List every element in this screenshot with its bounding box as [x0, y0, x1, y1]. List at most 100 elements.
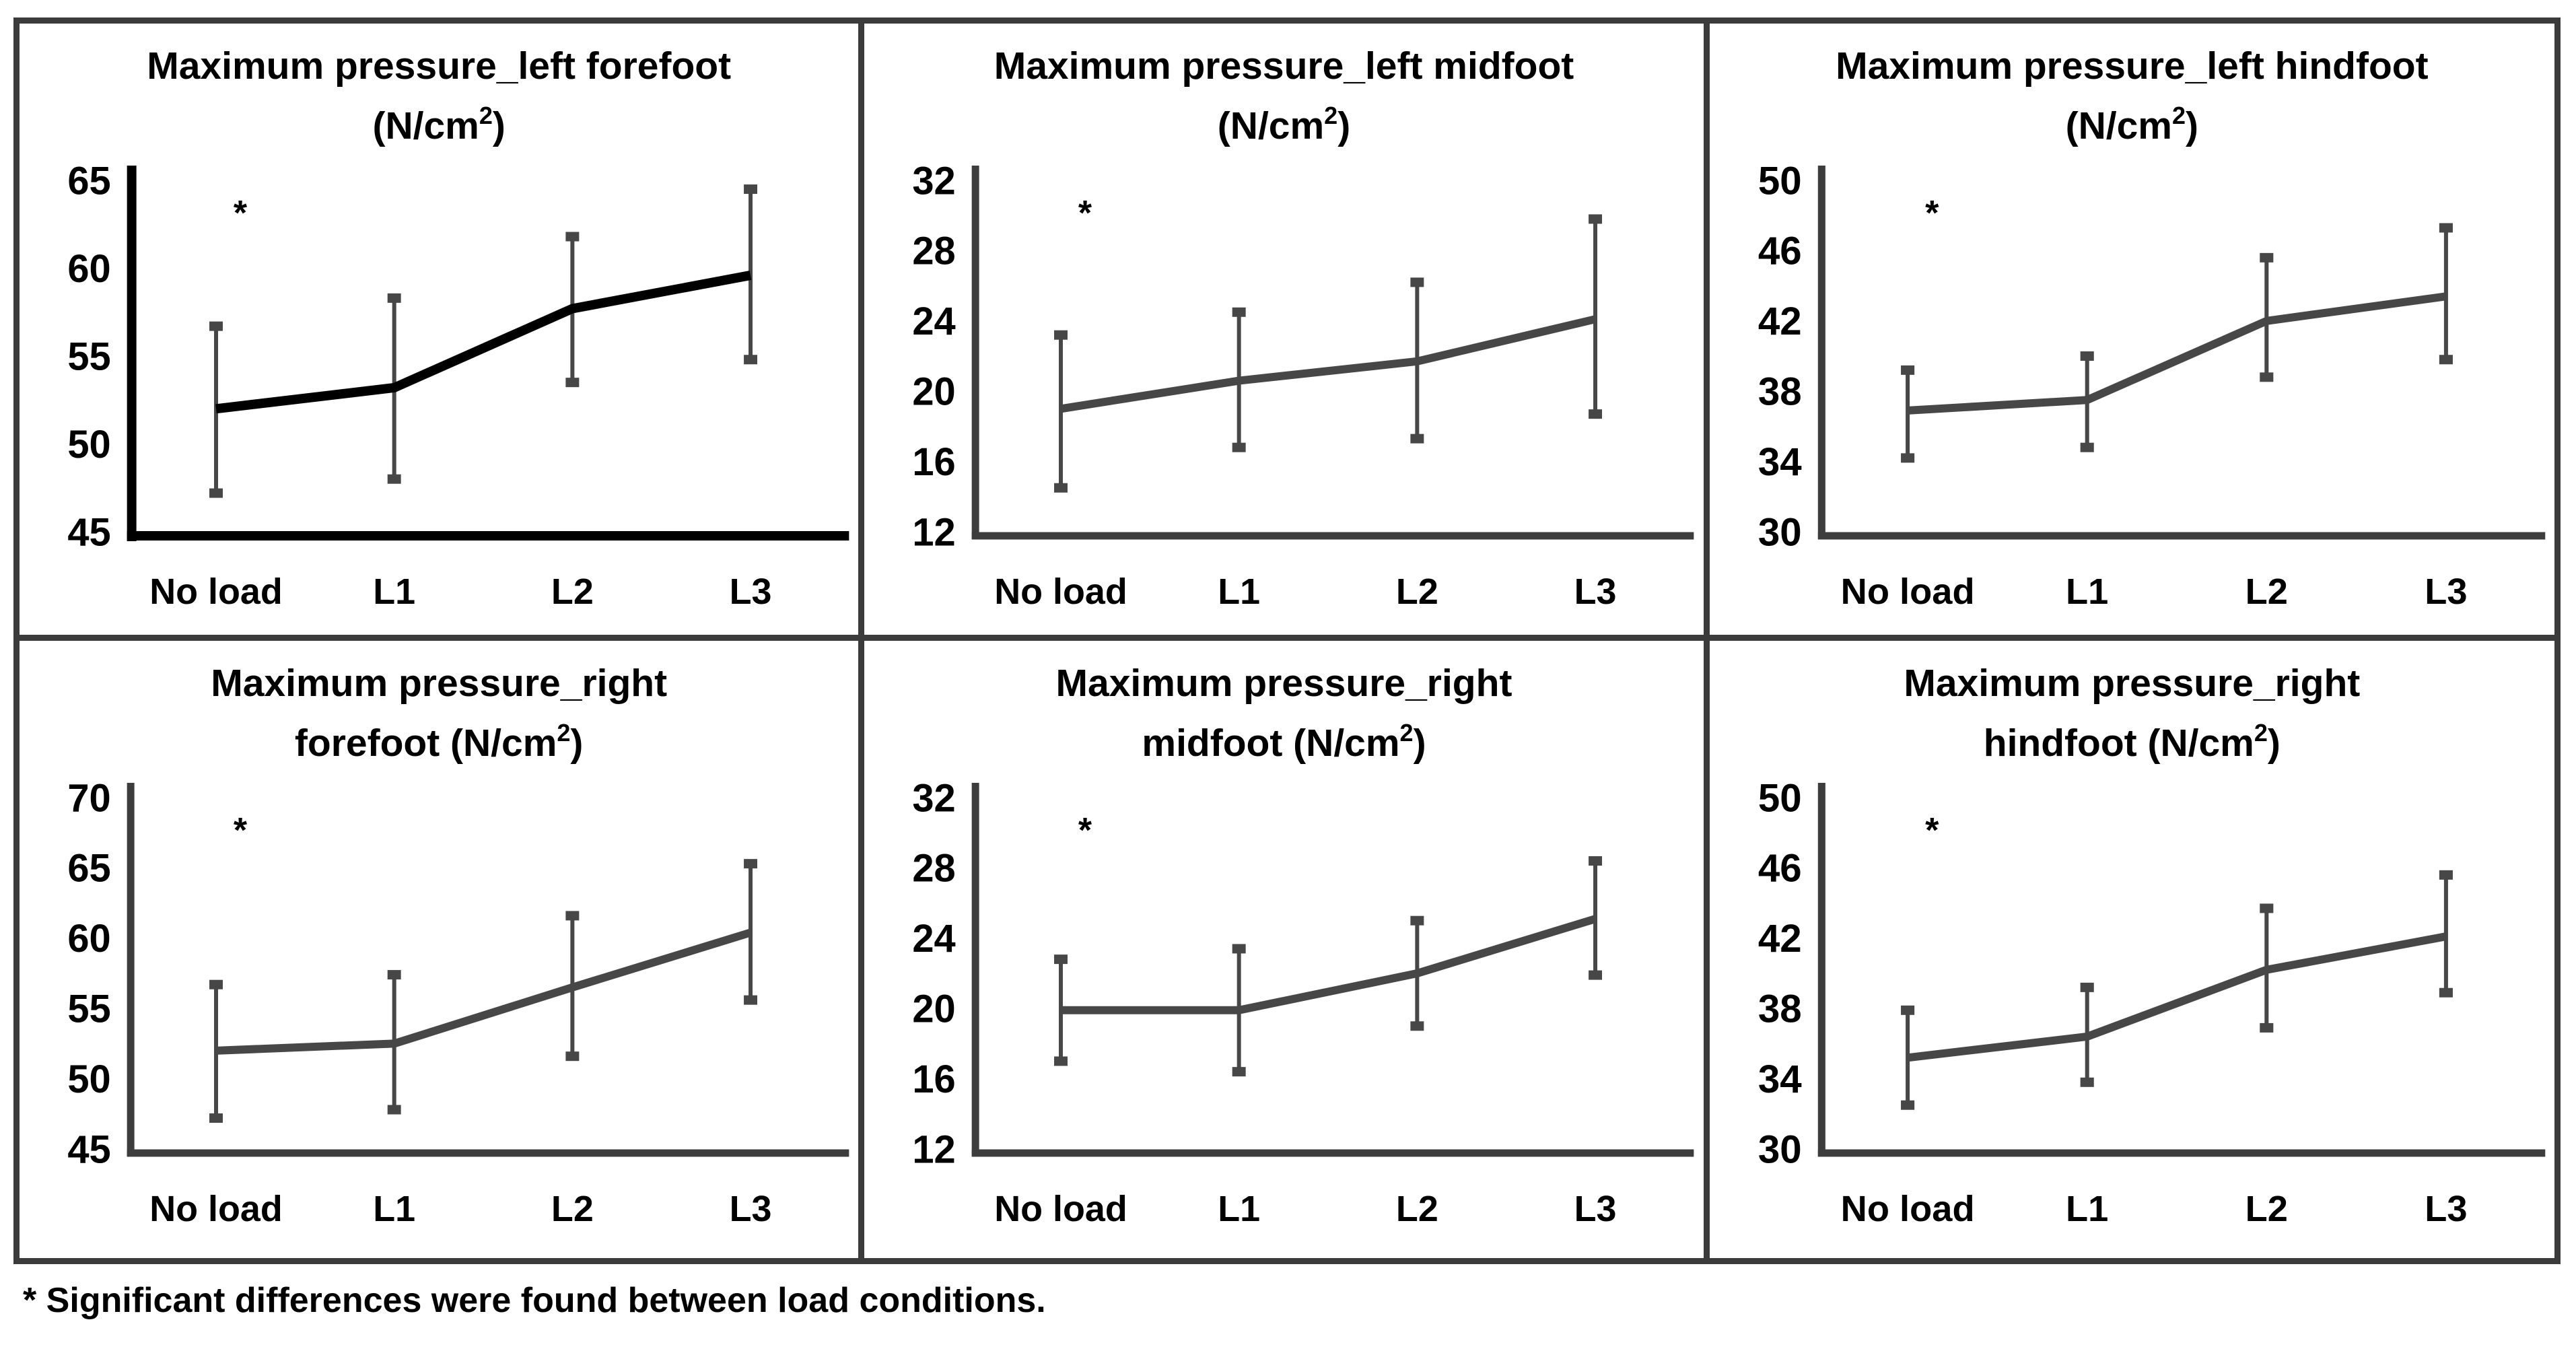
y-tick-label: 50	[1758, 776, 1802, 820]
error-bar-cap-bottom	[1232, 442, 1246, 452]
panel-title: Maximum pressure_left midfoot (N/cm2)	[864, 41, 1703, 151]
y-axis-spine	[127, 783, 135, 1156]
y-tick-label: 20	[913, 370, 956, 413]
error-bar-cap-bottom	[1232, 1067, 1246, 1077]
y-tick-label: 24	[913, 917, 956, 961]
panel-grid: Maximum pressure_left forefoot (N/cm2) 4…	[13, 18, 2561, 1264]
y-tick-label: 46	[1758, 847, 1802, 891]
x-category-label: L3	[2425, 1189, 2467, 1229]
x-category-label: No load	[149, 571, 283, 612]
error-bar-cap-top	[1410, 277, 1424, 287]
error-bar-cap-bottom	[387, 1105, 401, 1115]
panel-title-line1: Maximum pressure_right	[211, 662, 668, 705]
mean-line	[1907, 932, 2447, 1062]
significance-asterisk: *	[1925, 811, 1939, 850]
y-tick-label: 45	[67, 511, 110, 554]
mean-line	[1061, 915, 1597, 1014]
panel-left-midfoot: Maximum pressure_left midfoot (N/cm2) 12…	[864, 24, 1710, 641]
x-category-label: L3	[1574, 1189, 1617, 1229]
error-bar-cap-bottom	[1054, 483, 1068, 493]
error-bar-cap-bottom	[1410, 1021, 1424, 1031]
x-category-label: L1	[373, 1189, 415, 1229]
y-axis-spine	[1817, 166, 1825, 539]
y-tick-label: 20	[913, 987, 956, 1031]
error-bar-cap-top	[1232, 307, 1246, 317]
panel-title-line1: Maximum pressure_left forefoot	[147, 44, 732, 88]
error-bar-cap-top	[1589, 214, 1603, 224]
y-tick-label: 16	[913, 1058, 956, 1101]
y-tick-label: 46	[1758, 230, 1802, 273]
error-bar-cap-top	[387, 293, 401, 303]
significance-asterisk: *	[234, 194, 248, 233]
error-bar-cap-bottom	[209, 1113, 223, 1123]
x-category-label: L2	[1396, 571, 1438, 612]
panel-title-line2: (N/cm2)	[1217, 102, 1351, 147]
x-category-label: L3	[730, 571, 772, 612]
chart-svg: 30 34 38 42 46 50 * No load L1 L2 L3	[1758, 159, 2545, 612]
significance-asterisk: *	[1078, 811, 1092, 850]
x-axis-spine	[1817, 532, 2545, 540]
chart-svg: 30 34 38 42 46 50 * No load L1 L2 L3	[1758, 776, 2545, 1229]
y-tick-label: 30	[1758, 510, 1802, 554]
error-bar-cap-bottom	[744, 355, 758, 365]
chart-canvas-left-midfoot: 12 16 20 24 28 32 * No load L1 L2 L3	[864, 153, 1703, 635]
error-bar-cap-bottom	[1410, 433, 1424, 444]
error-bar-cap-top	[744, 859, 758, 869]
x-category-label: No load	[1840, 1189, 1974, 1229]
y-tick-label: 28	[913, 847, 956, 891]
error-bar-cap-bottom	[744, 995, 758, 1005]
x-category-label: L1	[1218, 1189, 1261, 1229]
error-bar-cap-bottom	[1900, 453, 1914, 463]
y-tick-label: 55	[67, 987, 110, 1031]
y-tick-label: 42	[1758, 917, 1802, 961]
superscript: 2	[557, 719, 571, 746]
panel-title-line2: (N/cm2)	[2065, 102, 2199, 147]
panel-title: Maximum pressure_right hindfoot (N/cm2)	[1710, 658, 2554, 768]
error-bar-cap-top	[565, 911, 580, 921]
error-bar-cap-top	[2259, 252, 2274, 263]
error-bar-cap-top	[1589, 856, 1603, 866]
y-tick-label: 50	[1758, 159, 1802, 203]
x-axis-spine	[127, 1149, 849, 1157]
x-axis-spine	[971, 1149, 1694, 1157]
y-tick-label: 42	[1758, 300, 1802, 343]
chart-svg: 45 50 55 60 65 70 * No load L1 L2 L3	[67, 777, 849, 1229]
error-bar-cap-top	[2080, 351, 2094, 361]
y-tick-label: 50	[67, 1058, 110, 1101]
error-bar-cap-top	[209, 321, 223, 331]
panel-title: Maximum pressure_left hindfoot (N/cm2)	[1710, 41, 2554, 151]
panel-title-line1: Maximum pressure_right	[1055, 662, 1512, 705]
panel-left-forefoot: Maximum pressure_left forefoot (N/cm2) 4…	[20, 24, 865, 641]
error-bar-cap-bottom	[2259, 1022, 2274, 1033]
superscript: 2	[2254, 719, 2268, 746]
x-axis-spine	[971, 532, 1694, 540]
x-category-label: L1	[373, 571, 415, 612]
significance-asterisk: *	[1078, 194, 1092, 233]
x-category-label: L3	[730, 1189, 772, 1229]
error-bar-cap-bottom	[565, 1051, 580, 1062]
panel-title: Maximum pressure_left forefoot (N/cm2)	[20, 41, 858, 151]
significance-asterisk: *	[234, 811, 248, 850]
error-bar-cap-top	[2080, 982, 2094, 992]
error-bar-cap-top	[1900, 365, 1914, 375]
x-category-label: L2	[551, 571, 594, 612]
superscript: 2	[479, 102, 493, 129]
panel-right-forefoot: Maximum pressure_right forefoot (N/cm2) …	[20, 641, 865, 1258]
x-category-label: No load	[995, 1189, 1128, 1229]
error-bar-cap-top	[1900, 1005, 1914, 1015]
x-category-label: No load	[995, 571, 1128, 612]
significance-footnote: * Significant differences were found bet…	[23, 1281, 1046, 1320]
panel-title: Maximum pressure_right midfoot (N/cm2)	[864, 658, 1703, 768]
x-category-label: L1	[2066, 571, 2108, 612]
y-axis-spine	[127, 166, 137, 541]
chart-canvas-left-forefoot: 45 50 55 60 65 * No load L1 L2 L3	[20, 153, 858, 635]
y-tick-label: 12	[913, 1128, 956, 1171]
y-tick-label: 16	[913, 441, 956, 484]
error-bar-cap-bottom	[1900, 1100, 1914, 1110]
chart-svg: 12 16 20 24 28 32 * No load L1 L2 L3	[913, 160, 1694, 612]
error-bar-cap-top	[1054, 330, 1068, 340]
y-tick-label: 12	[913, 511, 956, 554]
y-axis-spine	[1817, 783, 1825, 1156]
panel-title: Maximum pressure_right forefoot (N/cm2)	[20, 658, 858, 768]
error-bar-cap-bottom	[565, 378, 580, 388]
